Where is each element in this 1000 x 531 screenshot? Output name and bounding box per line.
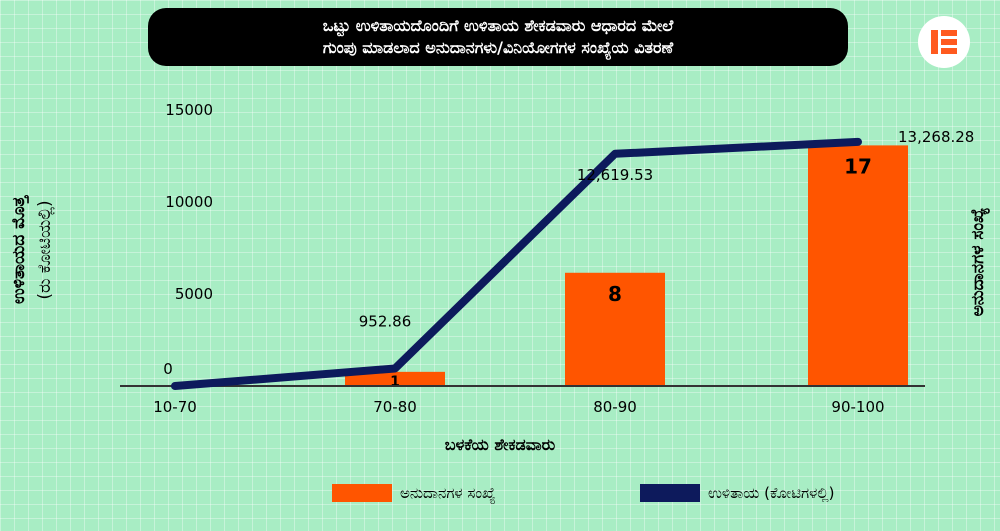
line-value-label: 952.86 — [359, 312, 412, 330]
chart-title-box: ಒಟ್ಟು ಉಳಿತಾಯದೊಂದಿಗೆ ಉಳಿತಾಯ ಶೇಕಡವಾರು ಆಧಾರ… — [148, 8, 848, 66]
bar-value-label: 1 — [390, 374, 400, 390]
legend-line-label: ಉಳಿತಾಯ (ಕೋಟಿಗಳಲ್ಲಿ) — [708, 484, 835, 502]
line-value-label: 13,268.28 — [898, 128, 974, 146]
y-tick-label: 15000 — [165, 101, 213, 119]
bar — [808, 145, 908, 386]
x-tick-label: 90-100 — [831, 398, 884, 416]
x-tick-label: 80-90 — [593, 398, 637, 416]
legend-line-swatch — [640, 484, 700, 502]
e-logo-icon — [918, 16, 970, 68]
bar — [565, 272, 665, 386]
line-value-label: 12,619.53 — [577, 166, 653, 184]
bar — [345, 371, 445, 386]
legend-bars-swatch — [332, 484, 392, 502]
y-tick-label: 5000 — [175, 285, 213, 303]
legend-line: ಉಳಿತಾಯ (ಕೋಟಿಗಳಲ್ಲಿ) — [640, 484, 834, 502]
y-tick-label: 0 — [163, 360, 173, 378]
bar-value-label: 8 — [608, 282, 622, 306]
y-tick-label: 10000 — [165, 193, 213, 211]
legend-bars: ಅನುದಾನಗಳ ಸಂಖ್ಯೆ — [332, 484, 496, 502]
legend-bars-label: ಅನುದಾನಗಳ ಸಂಖ್ಯೆ — [400, 484, 496, 502]
x-tick-label: 10-70 — [153, 398, 197, 416]
chart-title-line1: ಒಟ್ಟು ಉಳಿತಾಯದೊಂದಿಗೆ ಉಳಿತಾಯ ಶೇಕಡವಾರು ಆಧಾರ… — [322, 16, 674, 35]
chart-title-line2: ಗುಂಪು ಮಾಡಲಾದ ಅನುದಾನಗಳು/ವಿನಿಯೋಗಗಳ ಸಂಖ್ಯೆಯ… — [322, 38, 674, 57]
x-axis-title: ಬಳಕೆಯ ಶೇಕಡವಾರು — [445, 435, 555, 454]
savings-line — [171, 137, 862, 390]
bar-value-label: 17 — [844, 154, 872, 178]
x-tick-label: 70-80 — [373, 398, 417, 416]
